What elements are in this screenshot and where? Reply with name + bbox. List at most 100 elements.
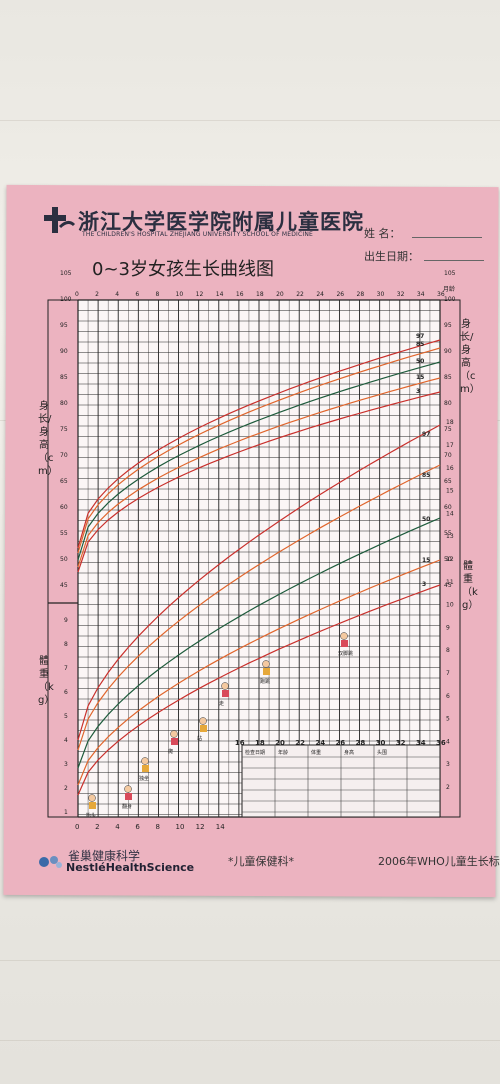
length-tick-right: 75 xyxy=(444,426,452,433)
length-percentile-label: 85 xyxy=(416,341,424,348)
inner-month-tick: 36 xyxy=(436,739,446,747)
milestone-label: 跑跳 xyxy=(260,678,270,685)
length-tick-left: 100 xyxy=(60,296,72,303)
weight-tick-right: 7 xyxy=(446,670,450,677)
milestone-label: 站 xyxy=(197,735,202,742)
milestone-figure: 跑跳 xyxy=(260,660,270,685)
bottom-month-tick: 14 xyxy=(216,823,225,831)
length-tick-right: 45 xyxy=(444,582,452,589)
weight-tick-right: 6 xyxy=(446,693,450,700)
length-axis-label-right: 身长/身高（cm） xyxy=(460,319,480,395)
weight-tick-left: 4 xyxy=(64,737,68,744)
length-tick-right: 80 xyxy=(444,400,452,407)
milestone-body xyxy=(125,793,132,800)
inner-month-tick: 20 xyxy=(275,739,285,747)
length-tick-left: 105 xyxy=(60,270,72,277)
length-tick-right: 105 xyxy=(444,270,456,277)
weight-tick-left: 7 xyxy=(64,665,68,672)
top-month-tick: 12 xyxy=(196,291,204,298)
hospital-name: 浙江大学医学院附属儿童医院 xyxy=(78,210,364,234)
hospital-logo-icon xyxy=(44,207,76,233)
weight-tick-left: 8 xyxy=(64,641,68,648)
milestone-label: 抬头 xyxy=(86,812,96,819)
length-tick-left: 45 xyxy=(60,582,68,589)
length-tick-left: 55 xyxy=(60,530,68,537)
name-field[interactable] xyxy=(412,236,482,238)
month-unit-label: 月龄 xyxy=(443,285,455,293)
length-curve-p97 xyxy=(77,339,441,549)
milestone-body xyxy=(341,640,348,647)
weight-tick-right: 3 xyxy=(446,761,450,768)
weight-tick-left: 2 xyxy=(64,785,68,792)
record-table-header: 头围 xyxy=(377,749,387,756)
inner-month-tick: 28 xyxy=(356,739,366,747)
milestone-label: 独坐 xyxy=(139,775,149,782)
dob-field[interactable] xyxy=(424,259,484,261)
length-tick-right: 90 xyxy=(444,348,452,355)
length-curve-p15 xyxy=(77,377,441,568)
weight-percentile-label: 3 xyxy=(422,581,426,588)
weight-tick-right: 17 xyxy=(446,442,454,449)
top-month-tick: 30 xyxy=(377,291,385,298)
weight-tick-right: 15 xyxy=(446,488,454,495)
length-tick-left: 85 xyxy=(60,374,68,381)
weight-curve-p15 xyxy=(77,559,441,786)
weight-tick-right: 5 xyxy=(446,716,450,723)
milestone-head xyxy=(262,660,270,668)
top-month-tick: 28 xyxy=(357,291,365,298)
milestone-label: 翻身 xyxy=(122,803,132,810)
bottom-month-tick: 10 xyxy=(176,823,185,831)
milestone-figure: 抬头 xyxy=(86,794,96,819)
top-month-tick: 26 xyxy=(336,291,344,298)
weight-percentile-label: 15 xyxy=(422,557,430,564)
milestone-head xyxy=(141,757,149,765)
weight-tick-right: 18 xyxy=(446,419,454,426)
inner-month-tick: 26 xyxy=(335,739,345,747)
bottom-month-tick: 4 xyxy=(115,823,120,831)
top-month-tick: 34 xyxy=(417,291,425,298)
weight-tick-right: 4 xyxy=(446,738,450,745)
bottom-month-tick: 6 xyxy=(135,823,140,831)
bottom-month-tick: 12 xyxy=(196,823,205,831)
length-tick-right: 55 xyxy=(444,530,452,537)
weight-tick-right: 11 xyxy=(446,579,454,586)
top-month-tick: 18 xyxy=(256,291,264,298)
weight-tick-left: 3 xyxy=(64,761,68,768)
length-tick-left: 70 xyxy=(60,452,68,459)
length-tick-left: 65 xyxy=(60,478,68,485)
top-month-tick: 10 xyxy=(176,291,184,298)
top-month-tick: 22 xyxy=(296,291,304,298)
weight-tick-right: 9 xyxy=(446,624,450,631)
length-tick-right: 50 xyxy=(444,556,452,563)
weight-curve-p3 xyxy=(77,584,441,796)
chart-title: 0~3岁女孩生长曲线图 xyxy=(92,259,274,280)
top-month-tick: 32 xyxy=(397,291,405,298)
weight-tick-right: 2 xyxy=(446,784,450,791)
length-percentile-label: 15 xyxy=(416,374,424,381)
milestone-figure: 走 xyxy=(219,682,229,707)
weight-tick-left: 9 xyxy=(64,617,68,624)
weight-tick-left: 5 xyxy=(64,713,68,720)
length-tick-left: 60 xyxy=(60,504,68,511)
milestone-head xyxy=(199,717,207,725)
milestone-label: 双脚跳 xyxy=(338,650,353,657)
brand-chinese: 雀巢健康科学 xyxy=(68,849,141,863)
length-percentile-label: 3 xyxy=(416,388,420,395)
top-month-tick: 8 xyxy=(155,291,159,298)
nestle-logo-icon xyxy=(39,856,62,868)
brand-english: NestléHealthScience xyxy=(66,861,195,874)
milestone-figure: 双脚跳 xyxy=(338,632,353,657)
inner-month-tick: 30 xyxy=(376,739,386,747)
milestone-label: 走 xyxy=(219,701,224,707)
record-table-header: 体重 xyxy=(311,749,321,756)
length-tick-left: 50 xyxy=(60,556,68,563)
hospital-name-english: THE CHILDREN'S HOSPITAL ZHEJIANG UNIVERS… xyxy=(82,231,314,238)
milestone-figure: 站 xyxy=(197,717,207,742)
milestone-label: 爬 xyxy=(168,748,173,755)
weight-axis-label-left: 體重（kg） xyxy=(38,656,55,706)
milestone-body xyxy=(142,765,149,772)
weight-tick-left: 6 xyxy=(64,689,68,696)
weight-tick-right: 10 xyxy=(446,602,454,609)
top-month-tick: 2 xyxy=(95,291,99,298)
bottom-month-tick: 8 xyxy=(155,823,159,831)
